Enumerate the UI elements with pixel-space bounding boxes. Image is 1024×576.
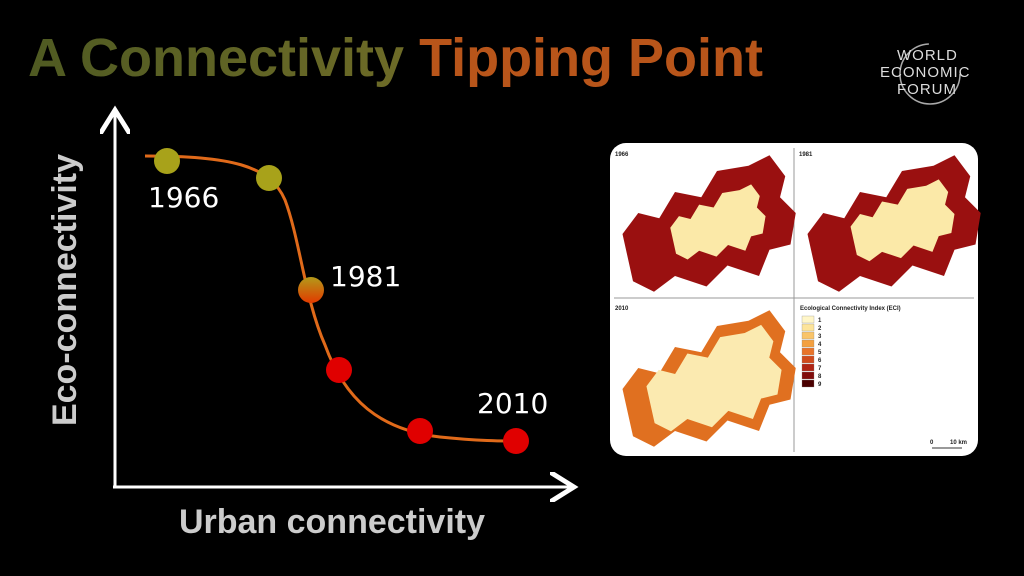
logo-text: FORUM <box>897 81 957 98</box>
legend-title: Ecological Connectivity Index (ECI) <box>800 306 901 312</box>
legend-swatch <box>801 331 815 340</box>
legend-swatch <box>801 371 815 380</box>
legend-swatch <box>801 363 815 372</box>
point-label: 1981 <box>330 260 401 293</box>
legend-label: 7 <box>818 366 822 372</box>
legend-swatch <box>801 347 815 356</box>
legend-label: 8 <box>818 374 822 380</box>
logo-text: ECONOMIC <box>880 64 971 81</box>
legend-swatch <box>801 355 815 364</box>
y-axis-label: Eco-connectivity <box>46 154 84 426</box>
diagram: 1966 1981 2010 Eco-connectivity Urban co… <box>46 110 574 541</box>
logo-text: WORLD <box>897 47 958 64</box>
legend-swatch <box>801 339 815 348</box>
legend-label: 1 <box>818 318 822 324</box>
legend: 1 2 3 4 5 6 7 8 9 <box>801 315 822 388</box>
legend-label: 9 <box>818 382 822 388</box>
legend-label: 3 <box>818 334 822 340</box>
logo: WORLD ECONOMIC FORUM <box>880 43 971 105</box>
legend-swatch <box>801 379 815 388</box>
panel-label: 1981 <box>799 152 813 158</box>
legend-label: 4 <box>818 342 822 348</box>
legend-swatch <box>801 315 815 324</box>
map-panel: 1966 1981 2010 Ecological Connectivity I… <box>610 143 981 456</box>
title: A Connectivity Tipping Point <box>28 28 763 88</box>
legend-label: 5 <box>818 350 822 356</box>
point-label: 2010 <box>477 387 548 420</box>
x-axis-label: Urban connectivity <box>179 503 485 541</box>
legend-swatch <box>801 323 815 332</box>
panel-label: 1966 <box>615 152 629 158</box>
point-label: 1966 <box>148 181 219 214</box>
legend-label: 2 <box>818 326 822 332</box>
scale-label: 10 km <box>950 440 967 446</box>
scale-label: 0 <box>930 440 934 446</box>
legend-label: 6 <box>818 358 822 364</box>
panel-label: 2010 <box>615 306 629 312</box>
